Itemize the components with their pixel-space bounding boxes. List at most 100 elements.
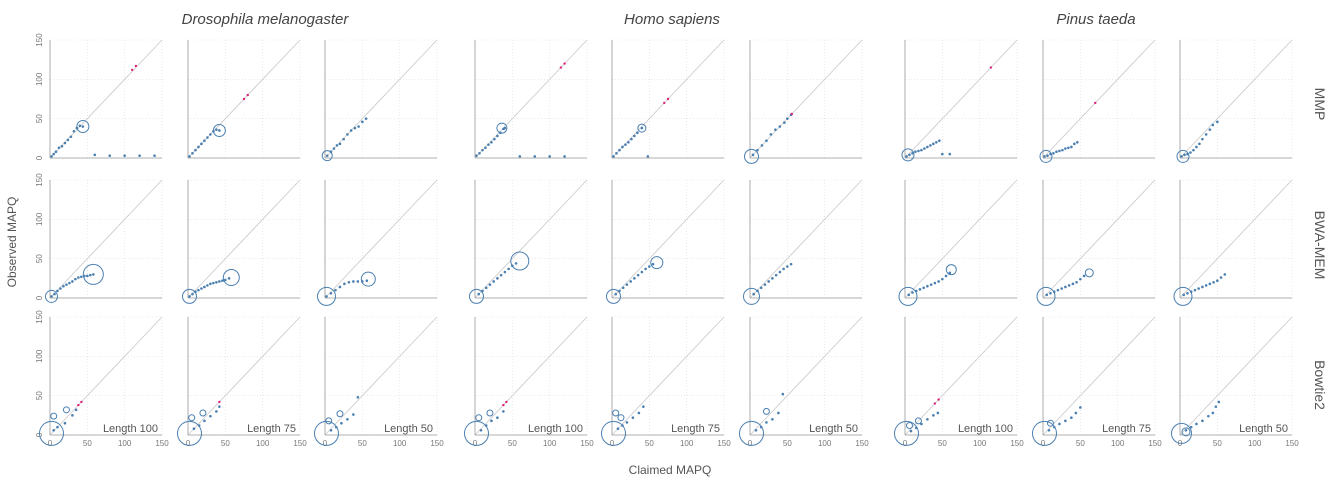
length-label: Length 75	[671, 423, 720, 435]
x-tick-label: 150	[717, 439, 731, 448]
highlight-point	[134, 64, 138, 68]
data-point	[624, 143, 627, 146]
data-point	[192, 427, 196, 431]
data-point	[347, 280, 351, 284]
data-point	[1064, 419, 1067, 423]
data-point	[1217, 400, 1221, 404]
panel-1-0-2	[743, 39, 863, 164]
data-point	[1189, 151, 1192, 154]
x-tick-label: 50	[938, 439, 947, 448]
data-point	[343, 282, 346, 286]
data-point	[616, 427, 620, 431]
data-point	[332, 147, 336, 150]
data-point	[218, 280, 221, 283]
diagonal-reference-line	[749, 316, 863, 436]
data-point	[786, 117, 789, 120]
data-point	[563, 155, 566, 158]
data-point	[108, 154, 112, 157]
data-point	[786, 265, 789, 268]
data-point	[629, 280, 632, 283]
x-tick-label: 50	[1213, 439, 1222, 448]
data-point-large	[336, 410, 344, 418]
data-point	[1195, 422, 1198, 426]
length-label: Length 100	[528, 423, 583, 435]
y-tick-label: 100	[35, 212, 44, 226]
highlight-point	[1094, 101, 1097, 105]
data-point	[68, 281, 71, 285]
data-point	[636, 131, 639, 135]
diagonal-reference-line	[187, 316, 301, 436]
data-point	[621, 286, 625, 290]
data-point-large	[905, 422, 913, 430]
x-tick-label: 0	[473, 439, 478, 448]
y-tick-label: 50	[35, 114, 44, 123]
data-point	[86, 274, 89, 278]
data-point	[1186, 291, 1189, 295]
data-point	[648, 265, 651, 268]
data-point	[89, 273, 92, 277]
highlight-point	[130, 68, 134, 72]
data-point-large	[1036, 286, 1056, 306]
x-tick-label: 0	[1041, 439, 1046, 448]
data-point-large	[612, 409, 620, 417]
data-point	[1184, 428, 1188, 432]
data-point	[1055, 150, 1058, 154]
data-point	[346, 133, 349, 136]
panel-2-0-2	[1176, 39, 1293, 163]
data-point	[905, 155, 908, 158]
data-point	[621, 145, 624, 149]
data-point	[782, 267, 785, 271]
data-point	[625, 421, 629, 424]
data-point-large	[762, 407, 770, 415]
diagonal-reference-line	[324, 316, 438, 436]
data-point	[765, 139, 768, 142]
data-point-large	[321, 150, 333, 162]
data-point	[209, 133, 212, 136]
panel-2-1-2	[1173, 179, 1293, 306]
data-point	[1056, 288, 1060, 292]
diagonal-reference-line	[904, 316, 1018, 436]
data-point	[1079, 406, 1082, 409]
data-point	[1211, 123, 1215, 127]
panel-1-2-1: 0 50 100 150 Length 75	[600, 316, 731, 448]
data-point-large	[50, 412, 58, 420]
data-point	[74, 408, 78, 412]
data-point	[640, 270, 644, 274]
plot-layer: 0 50 100 150 0 50 100 150 0 50 100 150 0 50 100 150 Leng…	[35, 33, 1299, 448]
x-tick-label: 100	[1248, 439, 1262, 448]
data-point	[492, 280, 495, 283]
data-point	[138, 154, 141, 157]
data-point	[948, 271, 952, 275]
data-point	[490, 140, 493, 144]
data-point	[1201, 285, 1204, 289]
data-point	[771, 417, 774, 421]
diagonal-reference-line	[49, 179, 163, 299]
data-point	[206, 136, 209, 139]
data-point-large	[600, 420, 626, 446]
length-label: Length 100	[958, 423, 1013, 435]
data-point	[627, 140, 630, 144]
data-point	[203, 419, 206, 423]
data-point	[477, 292, 481, 296]
highlight-point	[559, 66, 563, 69]
data-point	[932, 142, 935, 146]
row-label-bowtie2: Bowtie2	[1312, 360, 1328, 410]
data-point	[1046, 154, 1049, 157]
data-point	[944, 274, 948, 278]
data-point	[752, 292, 756, 296]
x-tick-label: 0	[610, 439, 615, 448]
data-point	[57, 146, 61, 150]
length-label: Length 75	[247, 423, 296, 435]
data-point-large	[1170, 422, 1192, 444]
data-point	[514, 262, 518, 265]
diagonal-reference-line	[1042, 316, 1156, 436]
data-point	[941, 152, 944, 156]
data-point	[1073, 142, 1076, 146]
x-tick-label: 50	[83, 439, 92, 448]
data-point	[646, 155, 650, 158]
data-point	[197, 145, 200, 149]
highlight-point	[77, 403, 80, 407]
data-point	[1058, 149, 1061, 153]
